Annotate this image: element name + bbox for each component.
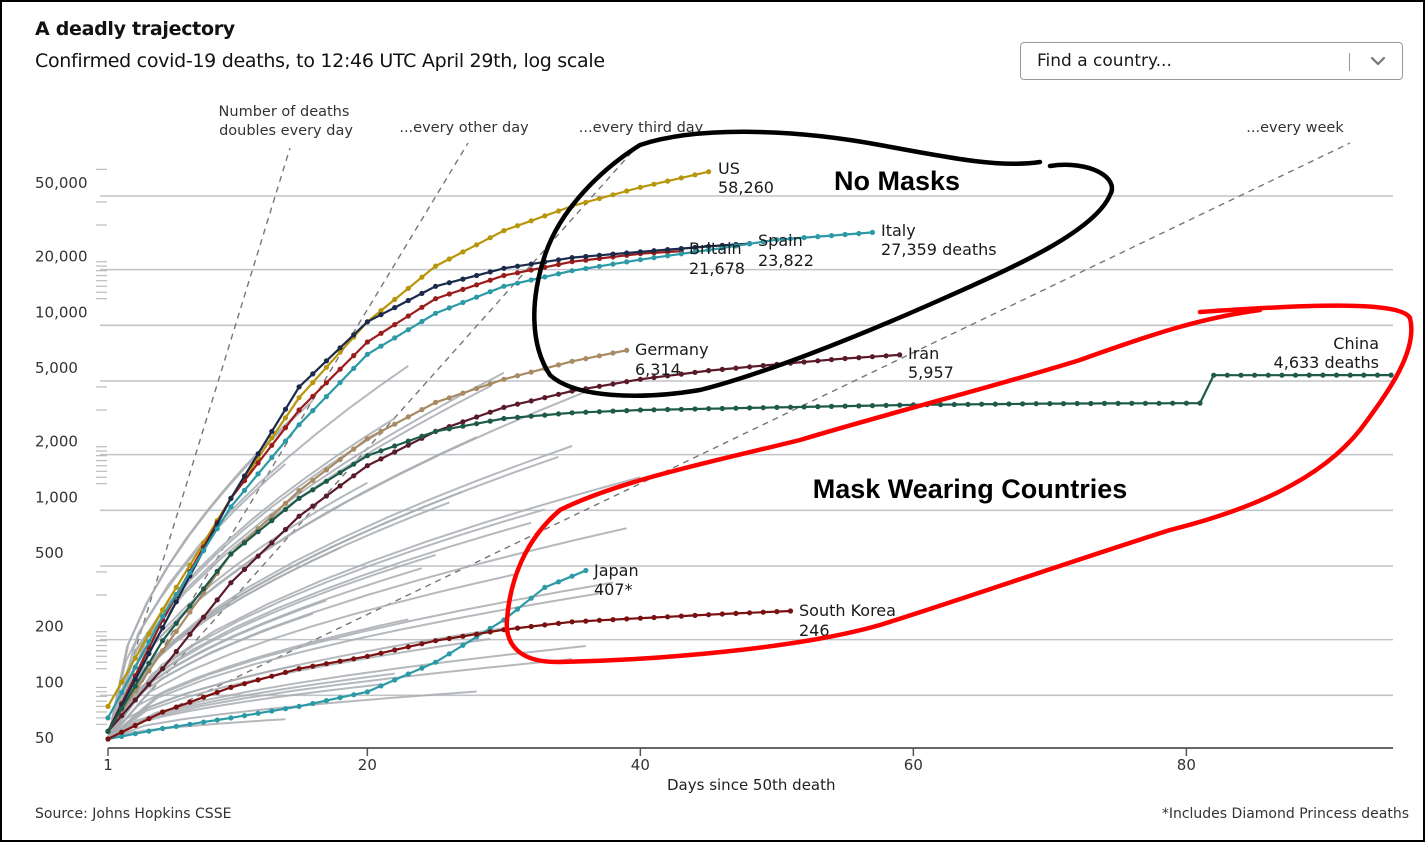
y-tick-label: 1,000 [35, 488, 78, 506]
y-tick-label: 500 [35, 544, 64, 562]
label-iran-name: Iran [908, 344, 939, 363]
footnote-diamond-princess: *Includes Diamond Princess deaths [1161, 806, 1409, 822]
series-south-korea[interactable] [105, 608, 794, 742]
x-axis: 1 20 40 60 80 [103, 747, 1393, 774]
y-tick-label: 20,000 [35, 248, 88, 266]
label-britain-value: 21,678 [689, 259, 745, 278]
y-tick-label: 50 [35, 729, 54, 747]
ref-label-every-third-day: ...every third day [579, 120, 704, 136]
label-us-value: 58,260 [718, 178, 774, 197]
label-italy-name: Italy [881, 221, 916, 240]
ref-label-every-other-day: ...every other day [399, 120, 529, 136]
label-britain-name: Britain [689, 239, 742, 258]
x-tick-label: 40 [631, 756, 650, 774]
ref-label-every-day-line1: Number of deaths [219, 104, 350, 120]
label-japan-value: 407* [594, 580, 633, 599]
label-italy-value: 27,359 deaths [881, 240, 997, 259]
y-tick-label: 5,000 [35, 359, 78, 377]
y-tick-label: 200 [35, 618, 64, 636]
y-tick-label: 50,000 [35, 174, 88, 192]
y-tick-label: 100 [35, 673, 64, 691]
x-axis-title: Days since 50th death [667, 776, 836, 794]
y-tick-label: 10,000 [35, 303, 88, 321]
chevron-down-icon[interactable] [1366, 49, 1390, 73]
y-tick-label: 2,000 [35, 433, 78, 451]
label-japan-name: Japan [593, 561, 639, 580]
label-south-korea-value: 246 [799, 621, 830, 640]
ref-label-every-week: ...every week [1246, 120, 1344, 136]
label-us-name: US [718, 159, 740, 178]
series-germany[interactable] [105, 347, 630, 734]
x-tick-label: 1 [103, 756, 113, 774]
x-tick-label: 20 [358, 756, 377, 774]
label-germany-name: Germany [635, 340, 709, 359]
overlay-mask-wearing-text: Mask Wearing Countries [813, 474, 1128, 504]
series-china[interactable] [105, 372, 1394, 734]
ref-label-every-day-line2: doubles every day [219, 123, 353, 139]
x-tick-label: 60 [904, 756, 923, 774]
source-note: Source: Johns Hopkins CSSE [35, 806, 232, 822]
mask-countries-freehand-loop [504, 303, 1414, 665]
label-spain-name: Spain [758, 231, 803, 250]
dropdown-separator [1349, 53, 1350, 71]
no-masks-freehand-circle [532, 129, 1115, 398]
highlighted-series [105, 169, 1394, 742]
chart-subtitle: Confirmed covid-19 deaths, to 12:46 UTC … [35, 50, 605, 72]
x-tick-label: 80 [1177, 756, 1196, 774]
label-spain-value: 23,822 [758, 251, 814, 270]
series-us[interactable] [105, 169, 712, 710]
label-china-name: China [1333, 334, 1379, 353]
label-south-korea-name: South Korea [799, 601, 896, 620]
minor-ticks [96, 168, 107, 725]
chart-title: A deadly trajectory [35, 18, 235, 40]
other-countries-lines [107, 364, 641, 740]
series-italy[interactable] [105, 229, 876, 721]
country-search-placeholder: Find a country... [1037, 51, 1172, 71]
label-china-value: 4,633 deaths [1274, 353, 1379, 372]
label-iran-value: 5,957 [908, 363, 954, 382]
overlay-no-masks-text: No Masks [834, 166, 960, 196]
y-axis-labels: 50 100 200 500 1,000 2,000 5,000 10,000 20,000 50… [35, 174, 88, 747]
label-germany-value: 6,314 [635, 360, 681, 379]
country-search-dropdown[interactable]: Find a country... [1020, 42, 1403, 80]
